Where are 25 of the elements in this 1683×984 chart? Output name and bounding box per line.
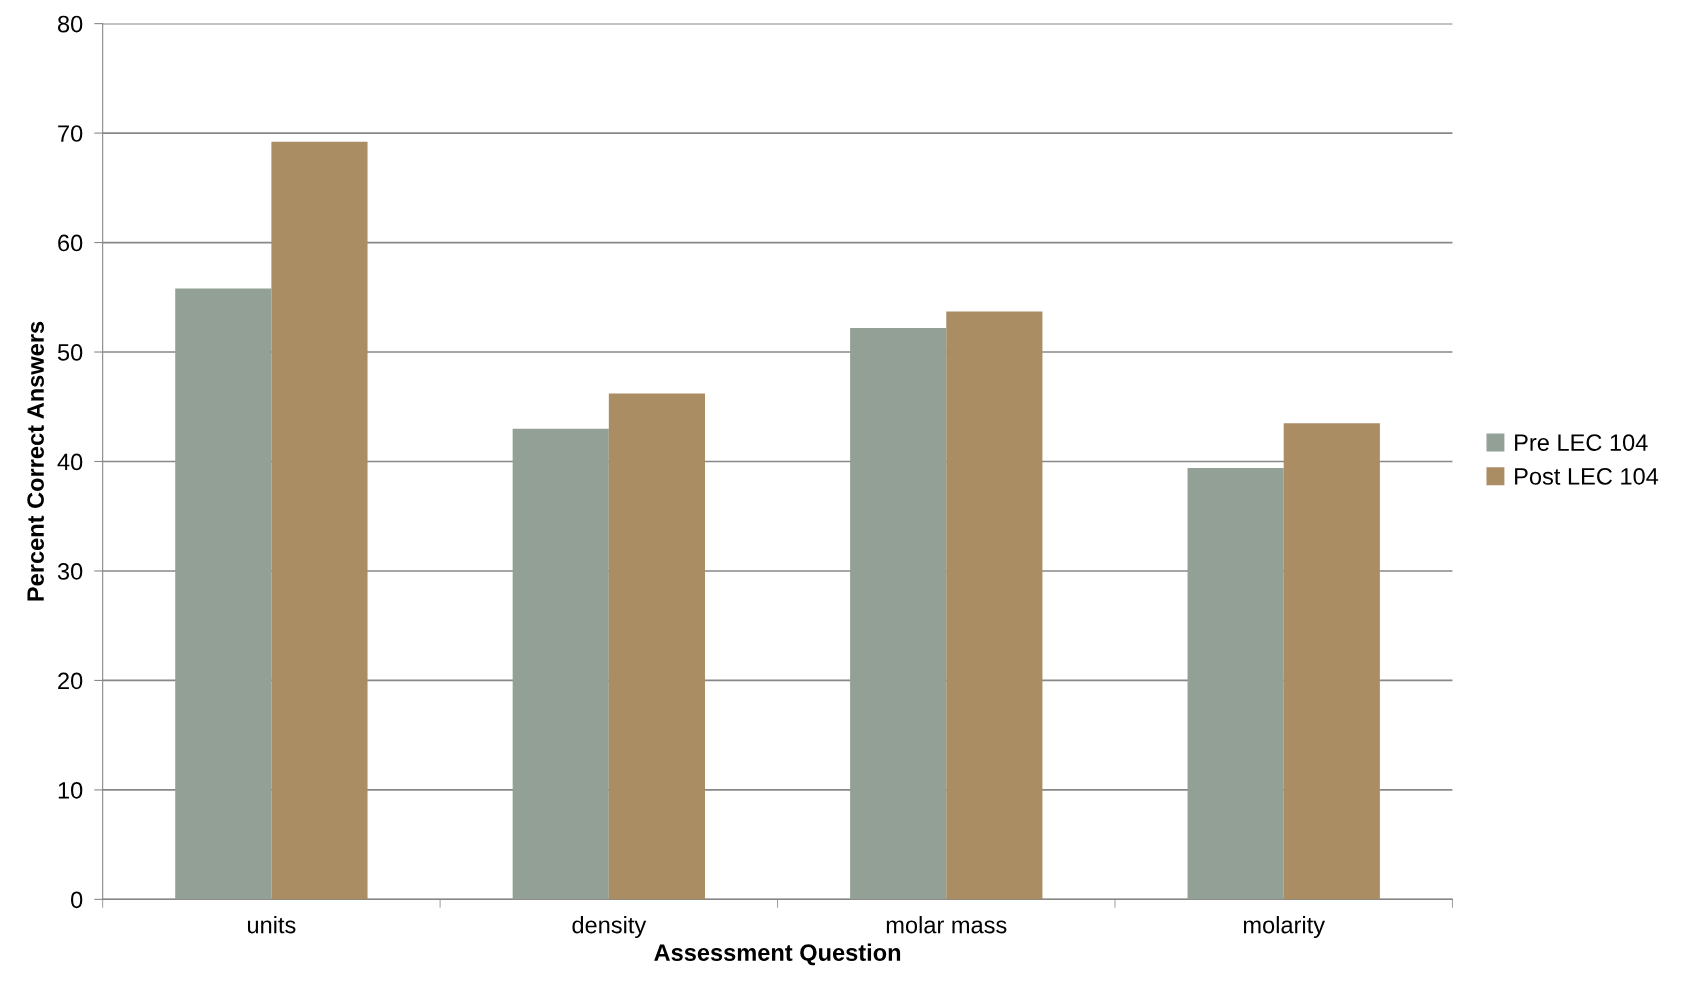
y-tick-label: 80 <box>57 15 83 33</box>
y-tick-label: 50 <box>57 344 83 361</box>
y-axis-title: Percent Correct Answers <box>27 321 44 601</box>
legend-label: Post LEC 104 <box>1515 468 1659 485</box>
bar <box>271 141 368 900</box>
bar <box>512 428 609 900</box>
y-tick-label: 60 <box>58 234 83 252</box>
y-tick-label: 10 <box>58 781 83 799</box>
y-tick-label: 70 <box>58 125 83 142</box>
y-tick-label: 30 <box>57 563 83 580</box>
legend-label: Pre LEC 104 <box>1515 434 1648 451</box>
y-tick-label: 40 <box>57 453 83 471</box>
x-tick-label: density <box>572 916 647 939</box>
y-tick-label: 20 <box>58 672 83 690</box>
bar <box>608 393 705 900</box>
x-axis-title: Assessment Question <box>654 943 901 966</box>
x-tick-label: molar mass <box>886 916 1007 934</box>
x-tick-label: units <box>247 916 296 934</box>
y-tick-label: 0 <box>71 891 83 909</box>
x-tick-label: molarity <box>1243 916 1325 939</box>
bar <box>946 311 1043 900</box>
bar <box>175 288 272 900</box>
bar <box>1187 468 1284 900</box>
bar <box>850 327 947 900</box>
bar <box>1283 423 1380 900</box>
